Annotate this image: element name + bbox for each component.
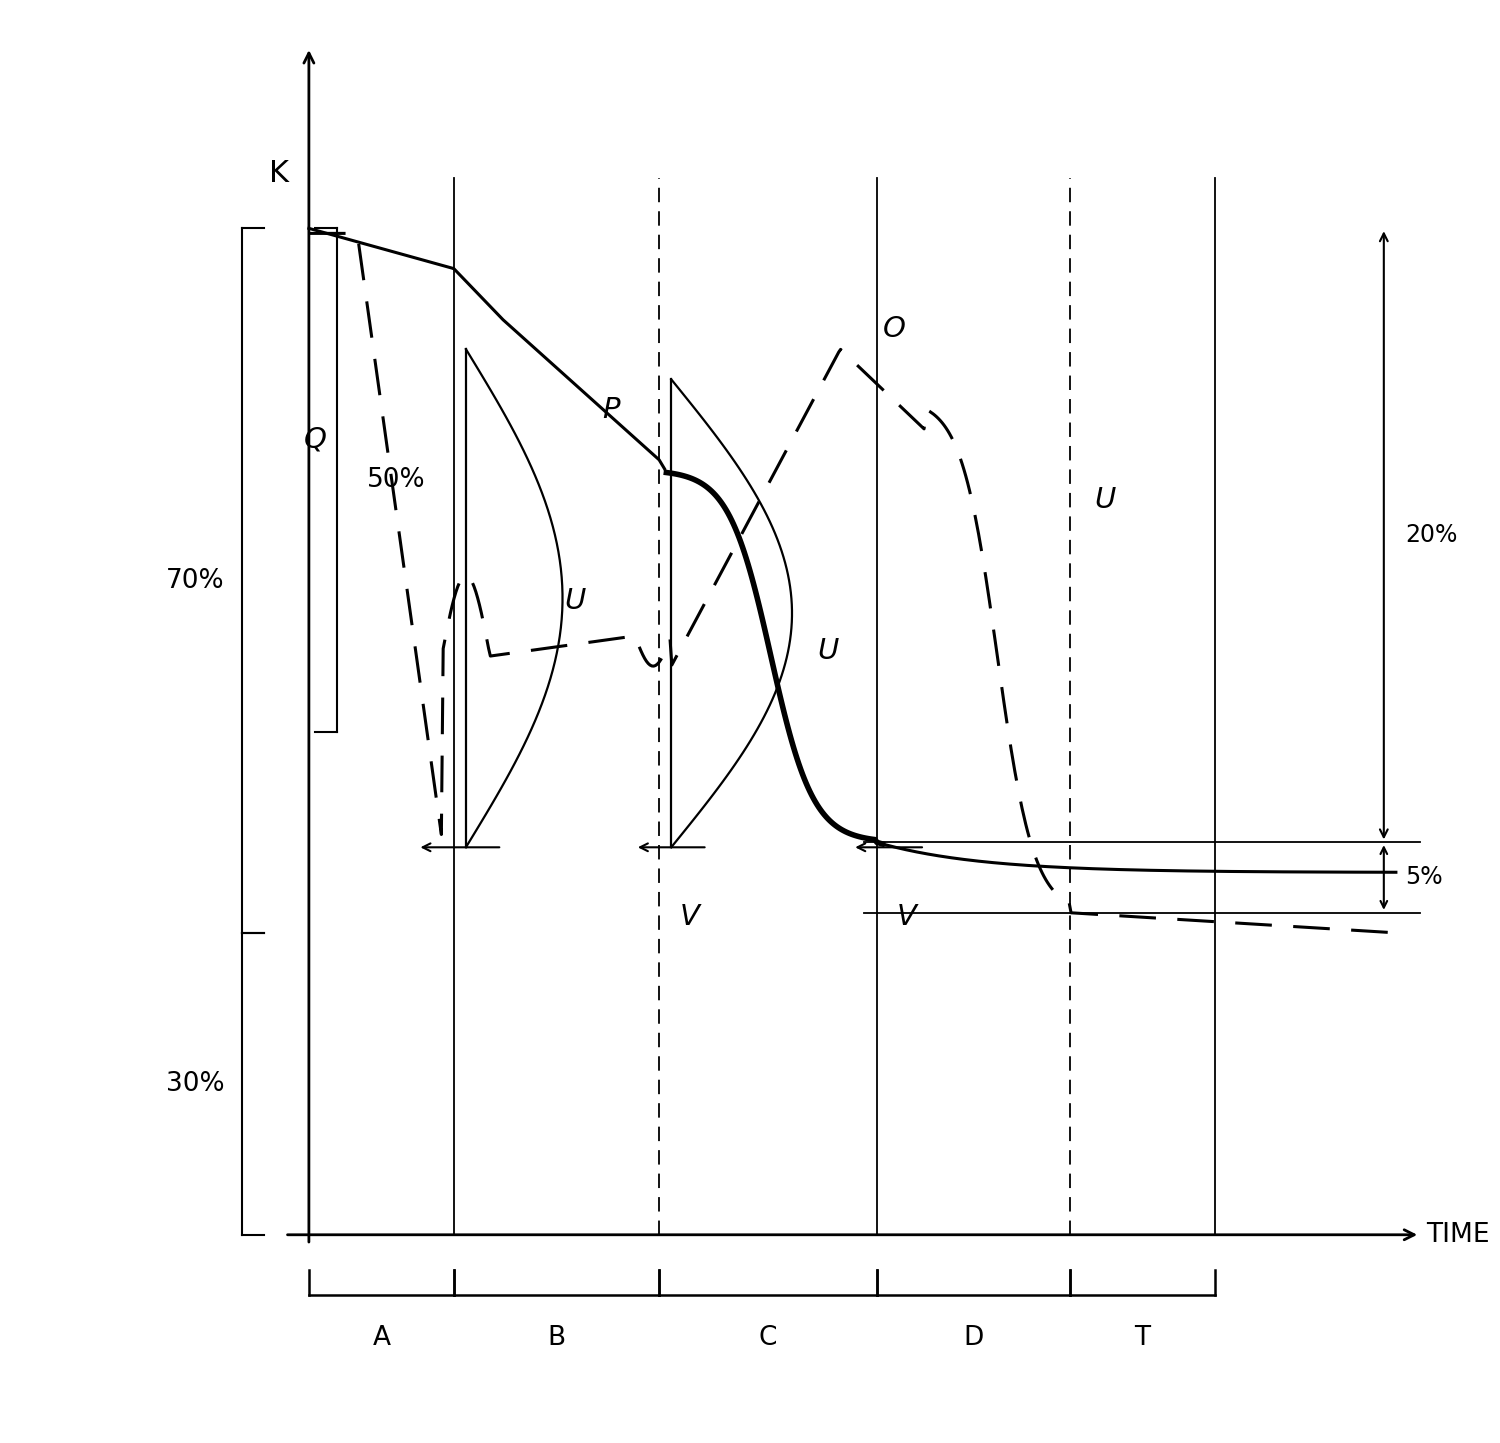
Text: D: D [963, 1325, 984, 1351]
Text: 30%: 30% [165, 1071, 225, 1097]
Text: U: U [1094, 486, 1116, 514]
Text: 5%: 5% [1406, 866, 1443, 889]
Text: U: U [564, 587, 585, 615]
Text: T: T [1134, 1325, 1150, 1351]
Text: P: P [602, 395, 619, 423]
Text: TIME: TIME [1426, 1222, 1490, 1248]
Text: 70%: 70% [165, 567, 225, 593]
Text: A: A [372, 1325, 390, 1351]
Text: O: O [882, 315, 906, 343]
Text: U: U [818, 636, 839, 665]
Text: 20%: 20% [1406, 524, 1458, 547]
Text: C: C [759, 1325, 777, 1351]
Text: V: V [680, 903, 699, 931]
Text: Q: Q [303, 426, 327, 453]
Text: 50%: 50% [368, 468, 426, 494]
Text: K: K [268, 159, 288, 188]
Text: B: B [548, 1325, 566, 1351]
Text: V: V [897, 903, 916, 931]
